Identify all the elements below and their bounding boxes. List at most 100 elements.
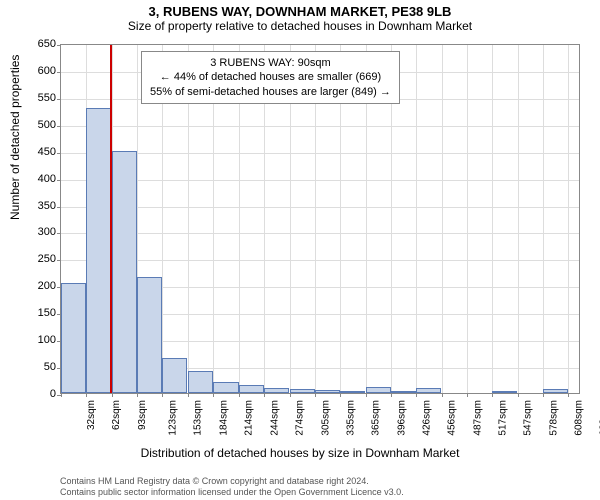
histogram-bar	[290, 389, 315, 393]
xtick-mark	[518, 393, 519, 397]
chart-subtitle: Size of property relative to detached ho…	[0, 19, 600, 37]
gridline-v	[442, 45, 443, 393]
ytick-label: 50	[16, 361, 56, 373]
ytick-label: 150	[16, 307, 56, 319]
gridline-v	[543, 45, 544, 393]
ytick-mark	[57, 99, 61, 100]
gridline-v	[416, 45, 417, 393]
ytick-mark	[57, 207, 61, 208]
ytick-mark	[57, 72, 61, 73]
gridline-h	[61, 207, 579, 208]
xtick-mark	[137, 393, 138, 397]
xtick-mark	[213, 393, 214, 397]
y-axis-label: Number of detached properties	[8, 55, 22, 220]
xtick-label: 487sqm	[473, 400, 484, 436]
ytick-mark	[57, 45, 61, 46]
histogram-bar	[264, 388, 289, 393]
chart-container: 3, RUBENS WAY, DOWNHAM MARKET, PE38 9LB …	[0, 0, 600, 500]
histogram-bar	[188, 371, 213, 393]
ytick-label: 300	[16, 226, 56, 238]
ytick-label: 250	[16, 253, 56, 265]
histogram-bar	[239, 385, 264, 393]
xtick-label: 335sqm	[345, 400, 356, 436]
gridline-h	[61, 153, 579, 154]
xtick-mark	[391, 393, 392, 397]
histogram-bar	[492, 391, 517, 393]
marker-line	[110, 45, 112, 393]
xtick-label: 214sqm	[244, 400, 255, 436]
histogram-bar	[416, 388, 441, 393]
annotation-line: 3 RUBENS WAY: 90sqm	[150, 56, 391, 70]
footer-line: Contains public sector information licen…	[60, 487, 404, 498]
xtick-label: 184sqm	[219, 400, 230, 436]
chart-title: 3, RUBENS WAY, DOWNHAM MARKET, PE38 9LB	[0, 0, 600, 19]
histogram-bar	[137, 277, 162, 393]
xtick-label: 456sqm	[447, 400, 458, 436]
x-axis-label: Distribution of detached houses by size …	[0, 446, 600, 460]
ytick-label: 100	[16, 334, 56, 346]
ytick-mark	[57, 260, 61, 261]
xtick-mark	[112, 393, 113, 397]
xtick-mark	[239, 393, 240, 397]
gridline-v	[492, 45, 493, 393]
footer-attribution: Contains HM Land Registry data © Crown c…	[60, 476, 404, 498]
annotation-line: ← 44% of detached houses are smaller (66…	[150, 70, 391, 84]
ytick-mark	[57, 180, 61, 181]
xtick-label: 305sqm	[320, 400, 331, 436]
histogram-bar	[61, 283, 86, 393]
footer-line: Contains HM Land Registry data © Crown c…	[60, 476, 404, 487]
xtick-mark	[467, 393, 468, 397]
xtick-mark	[442, 393, 443, 397]
xtick-mark	[86, 393, 87, 397]
xtick-label: 274sqm	[294, 400, 305, 436]
xtick-mark	[162, 393, 163, 397]
histogram-bar	[391, 391, 416, 393]
ytick-label: 350	[16, 200, 56, 212]
gridline-v	[518, 45, 519, 393]
xtick-mark	[568, 393, 569, 397]
gridline-v	[568, 45, 569, 393]
xtick-mark	[264, 393, 265, 397]
histogram-bar	[340, 391, 365, 393]
xtick-mark	[61, 393, 62, 397]
gridline-h	[61, 260, 579, 261]
ytick-label: 650	[16, 38, 56, 50]
xtick-label: 365sqm	[370, 400, 381, 436]
xtick-label: 244sqm	[269, 400, 280, 436]
gridline-h	[61, 180, 579, 181]
ytick-label: 0	[16, 388, 56, 400]
histogram-bar	[162, 358, 187, 393]
xtick-label: 153sqm	[193, 400, 204, 436]
histogram-bar	[366, 387, 391, 393]
ytick-label: 400	[16, 173, 56, 185]
plot-area: 3 RUBENS WAY: 90sqm ← 44% of detached ho…	[60, 44, 580, 394]
ytick-label: 550	[16, 92, 56, 104]
xtick-mark	[340, 393, 341, 397]
xtick-label: 578sqm	[549, 400, 560, 436]
xtick-label: 517sqm	[498, 400, 509, 436]
histogram-bar	[315, 390, 340, 393]
ytick-label: 600	[16, 65, 56, 77]
xtick-label: 396sqm	[396, 400, 407, 436]
xtick-mark	[543, 393, 544, 397]
xtick-label: 93sqm	[137, 400, 148, 430]
histogram-bar	[213, 382, 238, 393]
xtick-label: 123sqm	[168, 400, 179, 436]
xtick-label: 62sqm	[111, 400, 122, 430]
gridline-v	[467, 45, 468, 393]
xtick-label: 608sqm	[574, 400, 585, 436]
xtick-mark	[366, 393, 367, 397]
ytick-label: 500	[16, 119, 56, 131]
histogram-bar	[112, 151, 137, 393]
xtick-mark	[416, 393, 417, 397]
gridline-h	[61, 233, 579, 234]
ytick-mark	[57, 126, 61, 127]
xtick-mark	[188, 393, 189, 397]
xtick-label: 547sqm	[523, 400, 534, 436]
xtick-label: 32sqm	[86, 400, 97, 430]
xtick-mark	[315, 393, 316, 397]
histogram-bar	[543, 389, 568, 393]
annotation-line: 55% of semi-detached houses are larger (…	[150, 85, 391, 99]
histogram-bar	[86, 108, 111, 393]
ytick-mark	[57, 233, 61, 234]
